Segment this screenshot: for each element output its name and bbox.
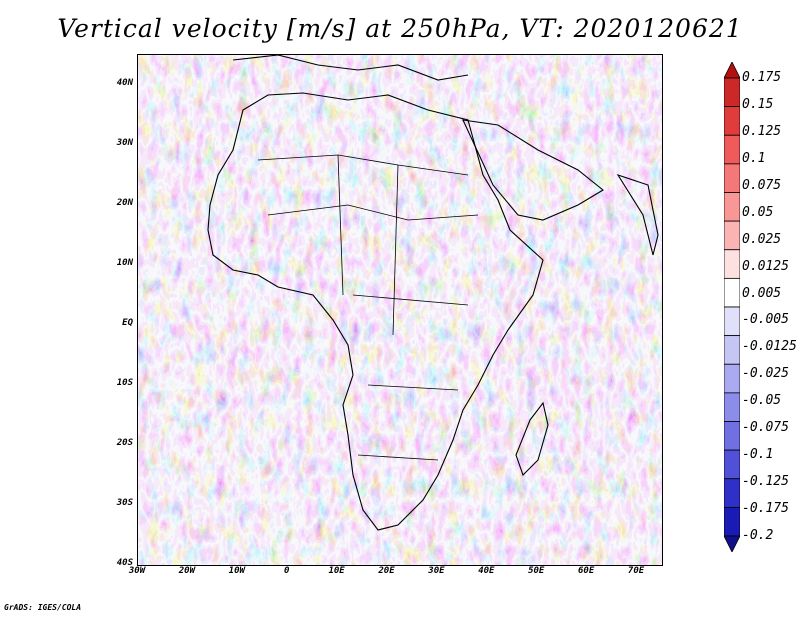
colorbar-segment — [724, 277, 740, 308]
lat-label-40n: 40N — [116, 78, 133, 88]
colorbar-segment — [724, 249, 740, 279]
lat-label-10s: 10S — [116, 378, 133, 388]
lon-label-60e: 60E — [578, 566, 595, 576]
colorbar-label: -0.005 — [742, 312, 789, 328]
colorbar-segment — [724, 421, 740, 451]
colorbar-label: 0.075 — [742, 177, 782, 193]
colorbar-label: 0.05 — [742, 204, 774, 220]
plot-title: Vertical velocity [m/s] at 250hPa, VT: 2… — [57, 14, 743, 43]
colorbar-label: -0.05 — [742, 393, 782, 409]
colorbar-label: -0.175 — [742, 501, 789, 517]
lon-label-50e: 50E — [528, 566, 545, 576]
lat-label-30n: 30N — [116, 138, 133, 148]
colorbar-label: 0.175 — [742, 70, 782, 85]
colorbar-label: 0.1 — [742, 150, 766, 166]
lon-label-10e: 10E — [328, 566, 345, 576]
colorbar-segment — [724, 163, 740, 193]
lat-label-30s: 30S — [116, 498, 133, 508]
colorbar-segment — [724, 220, 740, 251]
colorbar-label: 0.005 — [742, 285, 782, 301]
lon-label-10w: 10W — [228, 566, 245, 576]
lat-label-eq: EQ — [122, 318, 133, 328]
colorbar-segment — [724, 306, 740, 337]
lon-label-70e: 70E — [627, 566, 645, 576]
lon-label-20e: 20E — [378, 566, 395, 576]
colorbar-label: -0.0125 — [742, 339, 797, 355]
colorbar-label: -0.1 — [742, 447, 774, 463]
velocity-field-map — [138, 55, 662, 565]
colorbar-bottom-arrow — [724, 535, 740, 552]
colorbar-segment — [724, 392, 740, 422]
lon-label-30w: 30W — [128, 566, 146, 576]
coastlines — [207, 55, 659, 531]
country-borders — [257, 154, 479, 461]
map-panel[interactable] — [137, 54, 663, 566]
colorbar — [724, 62, 740, 552]
colorbar-segment — [724, 478, 740, 508]
colorbar-label: -0.125 — [742, 474, 789, 490]
lon-label-30e: 30E — [428, 566, 445, 576]
colorbar-segment — [724, 106, 740, 136]
colorbar-top-arrow — [724, 62, 740, 79]
colorbar-segment — [724, 363, 740, 394]
colorbar-segment — [724, 449, 740, 480]
lon-label-20w: 20W — [178, 566, 196, 576]
lon-label-40e: 40E — [478, 566, 495, 576]
colorbar-segment — [724, 506, 740, 537]
colorbar-segment — [724, 335, 740, 365]
colorbar-label: 0.0125 — [742, 258, 789, 274]
colorbar-label: 0.025 — [742, 231, 782, 247]
colorbar-label: -0.025 — [742, 366, 789, 382]
colorbar-label: 0.15 — [742, 96, 774, 112]
lat-label-10n: 10N — [116, 258, 133, 268]
lat-label-20n: 20N — [116, 198, 133, 208]
lon-label-0: 0 — [283, 566, 290, 576]
colorbar-segment — [724, 77, 740, 108]
colorbar-segment — [724, 134, 740, 165]
colorbar-segment — [724, 192, 740, 222]
colorbar-label: 0.125 — [742, 123, 782, 139]
colorbar-label: -0.075 — [742, 420, 789, 436]
lat-label-20s: 20S — [116, 438, 133, 448]
lat-label-40s: 40S — [116, 558, 133, 568]
colorbar-label: -0.2 — [742, 528, 774, 543]
grads-credit: GrADS: IGES/COLA — [4, 603, 82, 612]
